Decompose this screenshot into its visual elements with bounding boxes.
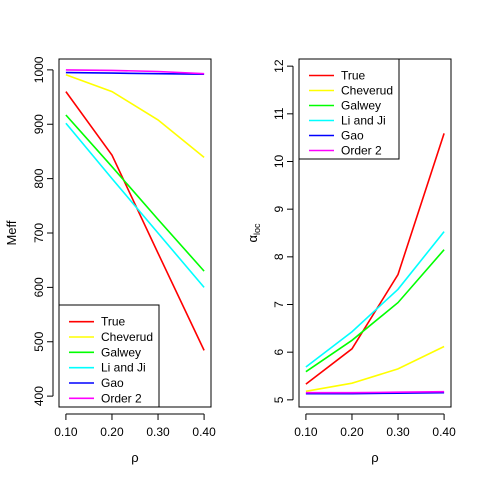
series-line-order-2	[65, 69, 205, 75]
y-tick-label: 6	[272, 349, 286, 356]
series-line-li-and-ji	[305, 231, 445, 368]
y-tick-label: 400	[32, 386, 46, 406]
series-line-order-2	[305, 390, 445, 394]
legend-label-li-and-ji: Li and Ji	[101, 361, 146, 375]
x-tick-label: 0.10	[54, 425, 78, 439]
alpha-loc-panel: 0.10 0.20 0.30 0.40 ρ 5 6 7 8 9 10 11 12 αloc TrueChev…	[245, 58, 456, 465]
series-lines	[65, 69, 205, 351]
y-tick-label: 500	[32, 331, 46, 351]
x-tick-label: 0.30	[386, 425, 410, 439]
x-tick-label: 0.20	[340, 425, 364, 439]
series-line-gao	[305, 391, 445, 395]
legend-label-li-and-ji: Li and Ji	[341, 114, 386, 128]
y-tick-label: 700	[32, 223, 46, 243]
x-axis-label: ρ	[131, 450, 138, 465]
y-tick-label: 9	[272, 206, 286, 213]
y-tick-label: 10	[272, 154, 286, 168]
y-axis: 400 500 600 700 800 900 1000	[32, 56, 54, 406]
series-line-cheverud	[65, 74, 205, 159]
legend-label-gao: Gao	[101, 376, 124, 390]
legend-label-order-2: Order 2	[341, 144, 382, 158]
meff-panel: 0.10 0.20 0.30 0.40 ρ 400 500 600 700 800 900 1000 M…	[4, 56, 216, 465]
y-tick-label: 800	[32, 168, 46, 188]
y-tick-label: 1000	[32, 56, 46, 83]
x-tick-label: 0.30	[146, 425, 170, 439]
y-tick-label: 600	[32, 277, 46, 297]
x-tick-label: 0.20	[100, 425, 124, 439]
series-line-galwey	[305, 249, 445, 373]
series-line-cheverud	[305, 345, 445, 393]
y-tick-label: 11	[272, 107, 286, 120]
y-axis: 5 6 7 8 9 10 11 12	[272, 59, 294, 403]
legend-label-galwey: Galwey	[341, 99, 381, 113]
legend-label-galwey: Galwey	[101, 345, 141, 359]
legend-label-true: True	[341, 69, 366, 83]
x-tick-label: 0.40	[192, 425, 216, 439]
y-axis-label: αloc	[245, 223, 262, 243]
x-axis: 0.10 0.20 0.30 0.40	[294, 413, 456, 439]
series-lines	[305, 133, 445, 395]
y-tick-label: 12	[272, 59, 286, 73]
y-tick-label: 8	[272, 253, 286, 260]
legend-label-cheverud: Cheverud	[341, 84, 393, 98]
legend-label-gao: Gao	[341, 129, 364, 143]
series-line-li-and-ji	[65, 122, 205, 288]
legend-label-cheverud: Cheverud	[101, 330, 153, 344]
series-line-true	[65, 91, 205, 351]
legend-label-order-2: Order 2	[101, 391, 142, 405]
y-tick-label: 5	[272, 396, 286, 403]
x-tick-label: 0.40	[432, 425, 456, 439]
legend-label-true: True	[101, 315, 126, 329]
series-line-gao	[65, 71, 205, 75]
series-line-galwey	[65, 114, 205, 272]
y-axis-label: Meff	[4, 220, 19, 245]
y-tick-label: 900	[32, 114, 46, 134]
x-axis: 0.10 0.20 0.30 0.40	[54, 413, 216, 439]
series-line-true	[305, 133, 445, 385]
x-tick-label: 0.10	[294, 425, 318, 439]
y-tick-label: 7	[272, 301, 286, 308]
x-axis-label: ρ	[371, 450, 378, 465]
